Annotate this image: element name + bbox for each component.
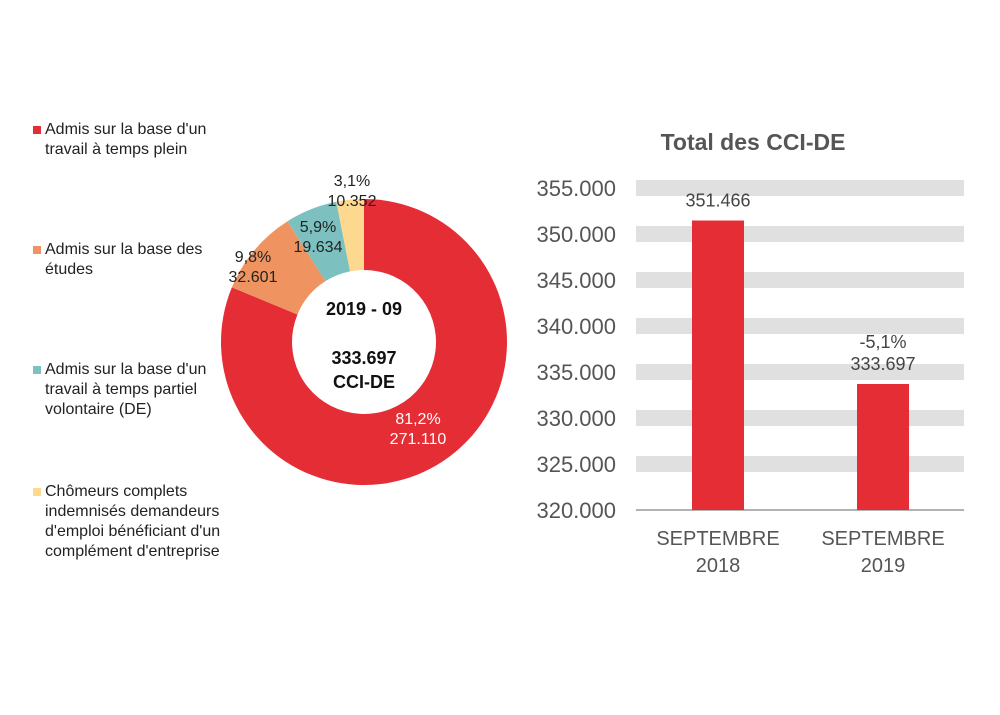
legend-item: Admis sur la base d'un travail à temps p… xyxy=(33,120,233,160)
legend-label: Admis sur la base des études xyxy=(45,241,203,278)
y-tick-label: 320.000 xyxy=(536,498,616,523)
legend-item: Admis sur la base des études xyxy=(33,240,233,280)
gridline-band xyxy=(636,272,964,288)
y-tick-label: 350.000 xyxy=(536,222,616,247)
legend-label: Admis sur la base d'un travail à temps p… xyxy=(45,361,207,418)
y-tick-label: 330.000 xyxy=(536,406,616,431)
x-tick-label: 2019 xyxy=(861,555,906,577)
slice-value-label: 10.352 xyxy=(328,193,377,210)
slice-percent-label: 3,1% xyxy=(334,173,370,190)
bar-chart-title: Total des CCI-DE xyxy=(661,129,846,155)
gridline-band xyxy=(636,456,964,472)
donut-slice xyxy=(220,199,508,485)
center-period: 2019 - 09 xyxy=(326,299,402,319)
donut-slice xyxy=(231,221,326,315)
legend-swatch xyxy=(33,488,41,496)
slice-value-label: 271.110 xyxy=(390,431,447,448)
legend-item: Admis sur la base d'un travail à temps p… xyxy=(33,360,233,420)
bar-data-label: 333.697 xyxy=(850,354,915,374)
legend-label: Admis sur la base d'un travail à temps p… xyxy=(45,121,207,158)
bar xyxy=(857,383,909,510)
legend-swatch xyxy=(33,366,41,374)
slice-value-label: 19.634 xyxy=(294,239,343,256)
bar-data-label: 351.466 xyxy=(685,191,750,211)
x-tick-label: 2018 xyxy=(696,555,741,577)
center-total: 333.697 xyxy=(331,348,396,368)
y-tick-label: 325.000 xyxy=(536,452,616,477)
legend-swatch xyxy=(33,126,41,134)
x-tick-label: SEPTEMBRE xyxy=(821,528,944,550)
x-tick-label: SEPTEMBRE xyxy=(656,528,779,550)
gridline-band xyxy=(636,410,964,426)
donut-slice xyxy=(336,199,364,272)
bar xyxy=(692,220,744,510)
legend-swatch xyxy=(33,246,41,254)
slice-percent-label: 9,8% xyxy=(235,249,271,266)
y-tick-label: 335.000 xyxy=(536,360,616,385)
slice-value-label: 32.601 xyxy=(229,269,278,286)
slice-percent-label: 81,2% xyxy=(395,411,440,428)
center-unit: CCI-DE xyxy=(333,372,395,392)
slice-percent-label: 5,9% xyxy=(300,219,336,236)
bar-data-label: -5,1% xyxy=(859,332,906,352)
donut-slice xyxy=(287,201,351,282)
gridline-band xyxy=(636,318,964,334)
y-tick-label: 345.000 xyxy=(536,268,616,293)
legend-label: Chômeurs complets indemnisés demandeurs … xyxy=(45,483,221,560)
y-tick-label: 355.000 xyxy=(536,176,616,201)
legend-item: Chômeurs complets indemnisés demandeurs … xyxy=(33,482,233,562)
gridline-band xyxy=(636,180,964,196)
y-tick-label: 340.000 xyxy=(536,314,616,339)
gridline-band xyxy=(636,226,964,242)
